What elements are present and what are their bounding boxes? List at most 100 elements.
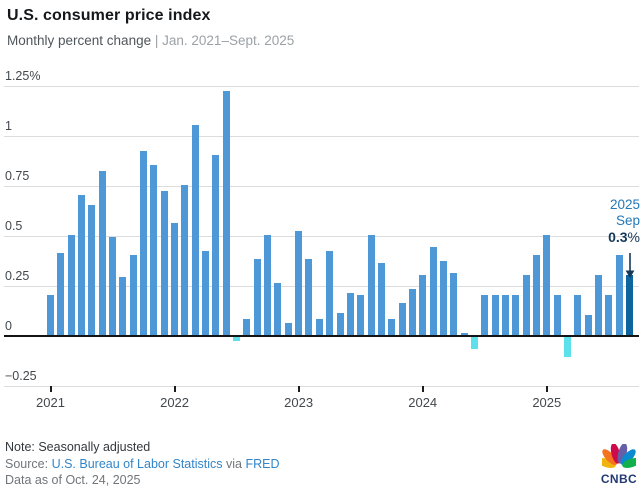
bar [88, 205, 96, 335]
bar [264, 235, 272, 335]
y-gridline [4, 186, 639, 187]
bar [450, 273, 458, 335]
bar [326, 251, 334, 335]
x-axis-label: 2021 [36, 395, 65, 410]
bar-highlighted [626, 275, 633, 335]
bar [481, 295, 489, 335]
bar [346, 293, 354, 335]
y-axis-label: 0 [5, 319, 12, 333]
latest-point-annotation: 2025 Sep 0.3% [608, 197, 640, 245]
bar [274, 283, 282, 335]
source-link-fred[interactable]: FRED [245, 456, 280, 471]
x-axis-tick [173, 386, 176, 392]
bar [129, 255, 137, 335]
bar [584, 315, 592, 335]
data-as-of: Data as of Oct. 24, 2025 [5, 473, 141, 487]
bar [470, 337, 478, 349]
bar [212, 155, 220, 335]
subtitle-main: Monthly percent change [7, 33, 152, 48]
bar [522, 275, 530, 335]
nbc-peacock-icon [597, 443, 641, 472]
bar [408, 289, 416, 335]
bar [357, 295, 365, 335]
source-via: via [225, 456, 242, 471]
bar [429, 247, 437, 335]
bar [553, 295, 561, 335]
chart-title: U.S. consumer price index [7, 7, 211, 24]
x-axis-label: 2023 [284, 395, 314, 410]
bar [491, 295, 499, 335]
bar [67, 235, 75, 335]
x-axis-tick [297, 386, 300, 392]
x-axis-label: 2022 [160, 395, 190, 410]
bar [574, 295, 582, 335]
bar [615, 255, 623, 335]
y-gridline [4, 236, 639, 237]
y-axis-label: 0.5 [5, 219, 23, 233]
bar [150, 165, 158, 335]
bar [191, 125, 199, 335]
arrow-down-icon [623, 253, 637, 284]
bar [305, 259, 313, 335]
bar [315, 319, 323, 335]
bar [202, 251, 210, 335]
bar [109, 237, 117, 335]
y-axis-label: 0.75 [5, 169, 30, 183]
bar [98, 171, 106, 335]
bar [253, 259, 261, 335]
bar [419, 275, 427, 335]
bar [532, 255, 540, 335]
bar [171, 223, 179, 335]
source-line: Source: U.S. Bureau of Labor Statistics … [5, 457, 279, 471]
y-gridline [4, 86, 639, 87]
bar [336, 313, 344, 335]
zero-baseline [4, 335, 639, 337]
bar [181, 185, 189, 335]
bar [57, 253, 65, 335]
x-axis-tick [49, 386, 52, 392]
cnbc-logo: CNBC [597, 443, 641, 486]
bar [563, 337, 571, 357]
bar [377, 263, 385, 335]
bar [398, 303, 406, 335]
bar [140, 151, 148, 335]
bar [78, 195, 86, 335]
subtitle-date-range: Jan. 2021–Sept. 2025 [162, 33, 295, 48]
x-axis-tick [545, 386, 548, 392]
annotation-month: Sep [615, 213, 640, 228]
cnbc-logo-text: CNBC [600, 472, 638, 486]
bar [388, 319, 396, 335]
bar [605, 295, 613, 335]
x-axis-tick [421, 386, 424, 392]
bar [222, 91, 230, 335]
note-text: Note: Seasonally adjusted [5, 440, 151, 454]
bar [367, 235, 375, 335]
subtitle-separator: | [154, 33, 159, 48]
bar [284, 323, 292, 335]
bar [160, 191, 168, 335]
source-prefix: Source: [5, 456, 49, 471]
y-axis-label: 1 [5, 119, 12, 133]
bar [543, 235, 551, 335]
bar [295, 231, 303, 335]
x-axis-label: 2025 [532, 395, 562, 410]
bar [501, 295, 509, 335]
annotation-value: 0.3% [608, 229, 640, 245]
x-axis-label: 2024 [408, 395, 438, 410]
annotation-year: 2025 [609, 197, 640, 212]
y-gridline [4, 386, 639, 387]
bar [594, 275, 602, 335]
y-axis-label: 0.25 [5, 269, 30, 283]
source-link-bls[interactable]: U.S. Bureau of Labor Statistics [51, 456, 223, 471]
bar [233, 337, 241, 341]
bar [512, 295, 520, 335]
bar [119, 277, 127, 335]
y-gridline [4, 286, 639, 287]
bar [439, 261, 447, 335]
y-axis-label: 1.25% [5, 69, 41, 83]
chart-subtitle: Monthly percent change | Jan. 2021–Sept.… [7, 33, 294, 48]
y-axis-label: −0.25 [5, 369, 37, 383]
bar [460, 333, 468, 335]
bar [47, 295, 54, 335]
y-gridline [4, 136, 639, 137]
